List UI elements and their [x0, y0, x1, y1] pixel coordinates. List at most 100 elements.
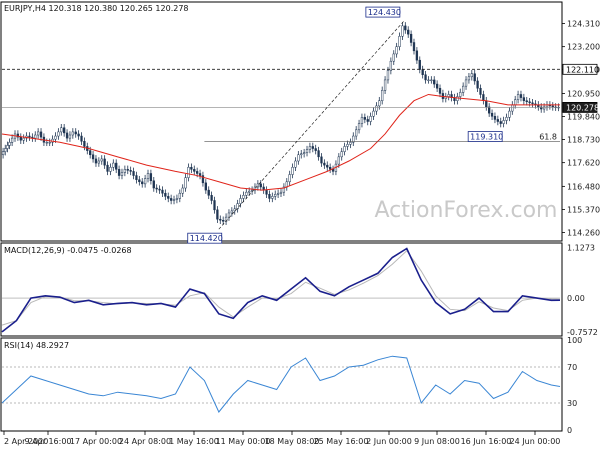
candle-body — [155, 187, 158, 190]
candle-body — [45, 142, 48, 144]
price-marker-label: 122.110 — [566, 65, 599, 74]
candle-body — [117, 169, 121, 176]
candle-body — [314, 148, 317, 151]
candle-body — [213, 200, 216, 211]
candle-body — [473, 73, 476, 82]
candle-body — [106, 164, 109, 172]
candle-body — [308, 146, 312, 150]
candle-body — [435, 83, 439, 89]
candle-body — [476, 80, 479, 89]
price-ytick-label: 117.620 — [567, 159, 600, 168]
candle-body — [57, 131, 60, 137]
candle-body — [459, 92, 462, 97]
xtick-label: 18 May 08:00 — [265, 437, 320, 446]
candle-body — [398, 36, 401, 47]
rsi-ytick-label: 70 — [567, 363, 577, 372]
swing-label-box — [187, 232, 223, 244]
candle-body — [89, 150, 92, 156]
candle-body — [239, 198, 242, 204]
candle-body — [158, 188, 161, 191]
candle-body — [242, 195, 245, 199]
candle-body — [132, 171, 135, 176]
candle-body — [22, 137, 25, 141]
candle-body — [216, 209, 219, 220]
candle-body — [71, 131, 74, 136]
candle-body — [233, 208, 236, 212]
candle-body — [343, 146, 346, 152]
candle-body — [204, 182, 207, 191]
candle-body — [392, 53, 395, 62]
candle-body — [447, 94, 450, 97]
candle-body — [274, 194, 277, 197]
candle-body — [39, 131, 43, 138]
price-marker-box — [562, 102, 598, 113]
rsi-ytick-label: 0 — [567, 426, 572, 435]
candle-body — [329, 166, 332, 170]
candle-body — [187, 166, 190, 178]
candle-body — [222, 220, 225, 222]
moving-average-line — [1, 93, 560, 191]
candle-body — [143, 178, 147, 185]
macd-panel-frame — [0, 242, 563, 337]
candle-body — [433, 79, 436, 85]
xtick-label: 17 Apr 00:00 — [70, 437, 122, 446]
candle-body — [1, 151, 5, 156]
candle-body — [311, 146, 314, 149]
candle-body — [511, 104, 514, 112]
rsi-line — [1, 355, 561, 413]
candle-body — [317, 150, 320, 158]
rsi-header: RSI(14) 48.2927 — [4, 341, 69, 350]
candle-body — [528, 101, 531, 104]
price-ytick-label: 114.260 — [567, 229, 600, 238]
price-header: EURJPY,H4 120.318 120.380 120.265 120.27… — [4, 4, 189, 13]
macd-ytick-label: -0.7572 — [567, 328, 598, 337]
candle-body — [438, 87, 442, 94]
candle-body — [363, 117, 366, 120]
price-ytick-label: 116.480 — [567, 182, 600, 191]
price-ytick-label: 118.730 — [567, 136, 600, 145]
candle-body — [467, 76, 471, 81]
candle-body — [19, 136, 22, 141]
candle-body — [514, 99, 517, 106]
candle-body — [505, 117, 508, 121]
price-ytick-label: 123.200 — [567, 43, 600, 52]
candle-body — [4, 148, 7, 152]
candle-body — [401, 25, 404, 37]
candle-body — [248, 190, 251, 193]
candle-body — [120, 172, 124, 176]
candle-body — [331, 169, 335, 172]
xtick-label: 1 May 16:00 — [169, 437, 219, 446]
candle-body — [340, 151, 343, 158]
candle-body — [525, 100, 528, 102]
candle-body — [201, 175, 205, 184]
candle-body — [516, 94, 520, 100]
candle-body — [346, 144, 349, 147]
candle-body — [74, 131, 77, 135]
candle-body — [149, 173, 153, 181]
price-ytick-label: 124.310 — [567, 20, 600, 29]
candle-body — [375, 105, 378, 112]
candle-body — [407, 29, 410, 35]
candle-body — [485, 100, 488, 108]
candle-body — [461, 85, 465, 93]
candle-body — [488, 106, 491, 114]
candle-body — [320, 156, 323, 164]
candle-body — [193, 169, 196, 172]
price-layer: 124.310 123.200 122.110 120.950 119.840 118.7… — [1, 6, 600, 244]
candle-body — [161, 189, 164, 194]
candle-body — [129, 170, 132, 172]
macd-header: MACD(12,26,9) -0.0475 -0.0268 — [4, 246, 132, 255]
candle-body — [100, 158, 103, 162]
candle-body — [227, 212, 231, 218]
candle-body — [294, 160, 297, 168]
xtick-label: 24 Apr 08:00 — [119, 437, 171, 446]
candle-body — [83, 141, 86, 147]
candle-body — [323, 162, 326, 166]
candle-body — [184, 177, 187, 189]
watermark: ActionForex.com — [375, 198, 558, 223]
candle-body — [531, 102, 534, 105]
candle-body — [519, 94, 523, 98]
candle-body — [164, 192, 167, 197]
candle-body — [236, 203, 239, 210]
candle-body — [146, 173, 150, 179]
